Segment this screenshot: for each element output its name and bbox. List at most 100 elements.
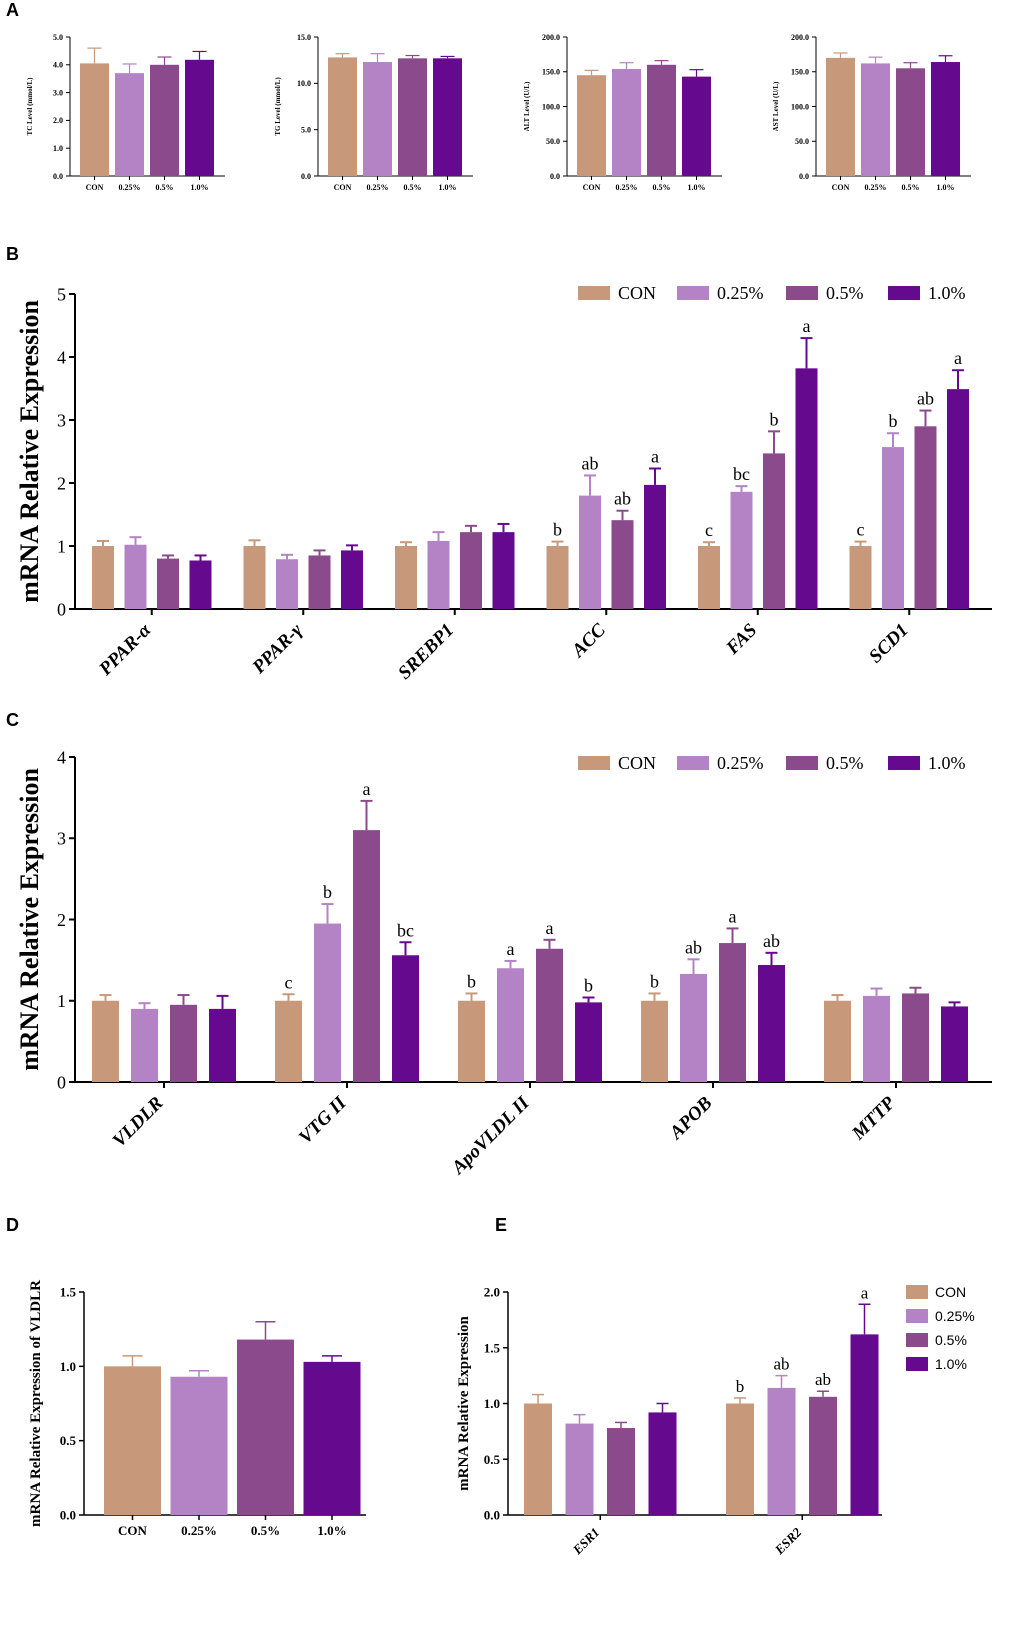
- A2-x-tick-label: 1.0%: [439, 183, 457, 192]
- C-significance-letter: a: [507, 939, 515, 959]
- B-bar: [795, 368, 818, 609]
- B-bar: [341, 550, 363, 609]
- C-legend-label: CON: [618, 753, 656, 773]
- A1-x-tick-label: 0.25%: [119, 183, 141, 192]
- D-bar: [104, 1366, 161, 1515]
- A4-y-tick-label: 50.0: [795, 137, 809, 146]
- B-y-tick-label: 1: [57, 536, 66, 556]
- A2-bar: [398, 58, 427, 176]
- A1-bar: [150, 64, 179, 176]
- D-x-tick-label: CON: [118, 1523, 148, 1538]
- panel-label-d: D: [6, 1215, 19, 1235]
- A1-y-tick-label: 5.0: [53, 33, 63, 42]
- A1-bar: [115, 73, 144, 176]
- C-bar: [902, 993, 929, 1082]
- panel-label-a: A: [6, 0, 19, 20]
- A3-bar: [682, 76, 711, 176]
- B-significance-letter: a: [954, 348, 962, 368]
- B-bar: [763, 453, 785, 609]
- E-y-tick-label: 1.0: [484, 1396, 500, 1411]
- E-significance-letter: b: [736, 1377, 745, 1396]
- A3-x-tick-label: 0.5%: [653, 183, 671, 192]
- B-y-tick-label: 2: [57, 473, 66, 493]
- B-bar: [157, 558, 179, 609]
- A4-y-tick-label: 150.0: [791, 68, 809, 77]
- B-bar: [730, 491, 753, 609]
- D-x-tick-label: 1.0%: [317, 1523, 346, 1538]
- C-legend-swatch: [578, 756, 610, 770]
- D-x-tick-label: 0.5%: [251, 1523, 280, 1538]
- E-bar: [524, 1403, 552, 1515]
- C-significance-letter: b: [323, 882, 332, 902]
- C-legend-swatch: [888, 756, 920, 770]
- B-y-tick-label: 0: [57, 599, 66, 619]
- B-bar: [395, 546, 417, 609]
- B-y-tick-label: 3: [57, 410, 66, 430]
- B-legend-label: 1.0%: [928, 283, 966, 303]
- panel-label-e: E: [495, 1215, 508, 1235]
- A2-x-tick-label: 0.5%: [404, 183, 422, 192]
- E-legend-swatch: [906, 1309, 928, 1323]
- E-x-tick-label: ESR2: [771, 1524, 805, 1558]
- B-bar: [882, 447, 904, 609]
- C-significance-letter: bc: [397, 920, 414, 940]
- B-legend-label: 0.5%: [826, 283, 864, 303]
- E-significance-letter: ab: [773, 1355, 789, 1374]
- E-x-tick-label: ESR1: [569, 1525, 602, 1558]
- B-x-tick-label: FAS: [722, 620, 762, 660]
- C-significance-letter: a: [363, 779, 371, 799]
- C-legend-label: 0.25%: [717, 753, 764, 773]
- B-x-tick-label: PPAR-α: [94, 619, 155, 680]
- D-y-tick-label: 0.0: [60, 1508, 76, 1523]
- C-bar: [392, 955, 419, 1082]
- B-bar: [611, 520, 634, 609]
- C-significance-letter: b: [467, 971, 476, 991]
- C-bar: [131, 1008, 158, 1082]
- B-bar: [243, 546, 266, 609]
- E-significance-letter: ab: [815, 1370, 831, 1389]
- B-bar: [947, 389, 969, 609]
- C-significance-letter: a: [729, 906, 737, 926]
- E-bar: [607, 1428, 635, 1515]
- C-bar: [458, 1000, 485, 1082]
- C-y-tick-label: 0: [57, 1072, 66, 1092]
- E-bar: [648, 1412, 677, 1515]
- C-bar: [824, 1000, 851, 1082]
- A3-y-tick-label: 50.0: [546, 137, 560, 146]
- A4-x-tick-label: 1.0%: [937, 183, 955, 192]
- A4-bar: [896, 68, 925, 176]
- A4-y-tick-label: 100.0: [791, 102, 809, 111]
- B-legend-swatch: [677, 286, 709, 300]
- panel-label-c: C: [6, 710, 19, 730]
- A3-y-tick-label: 0.0: [550, 172, 560, 181]
- C-bar: [275, 1000, 302, 1082]
- C-bar: [863, 995, 890, 1082]
- E-legend-label: 1.0%: [935, 1356, 967, 1372]
- A3-y-tick-label: 100.0: [542, 102, 560, 111]
- A4-bar: [931, 62, 960, 176]
- E-y-tick-label: 0.0: [484, 1508, 500, 1523]
- C-bar: [719, 943, 746, 1082]
- A2-y-tick-label: 10.0: [297, 79, 311, 88]
- A1-y-tick-label: 0.0: [53, 172, 63, 181]
- E-legend-label: 0.25%: [935, 1308, 975, 1324]
- C-bar: [680, 973, 707, 1082]
- A1-x-tick-label: CON: [86, 183, 104, 192]
- D-bar: [170, 1376, 228, 1515]
- B-y-axis-label: mRNA Relative Expression: [15, 300, 44, 603]
- E-legend-swatch: [906, 1285, 928, 1299]
- B-y-tick-label: 5: [57, 284, 66, 304]
- B-significance-letter: b: [889, 411, 898, 431]
- C-bar: [170, 1004, 197, 1082]
- D-y-tick-label: 1.0: [60, 1359, 76, 1374]
- A2-x-tick-label: CON: [334, 183, 352, 192]
- A2-y-tick-label: 5.0: [301, 125, 311, 134]
- A3-bar: [647, 64, 676, 176]
- B-bar: [124, 544, 147, 609]
- A1-y-axis-label: TC Level (mmol/L): [26, 77, 34, 136]
- D-bar: [237, 1339, 294, 1515]
- A2-x-tick-label: 0.25%: [367, 183, 389, 192]
- B-x-tick-label: SCD1: [865, 620, 913, 668]
- C-x-tick-label: VLDLR: [109, 1093, 168, 1152]
